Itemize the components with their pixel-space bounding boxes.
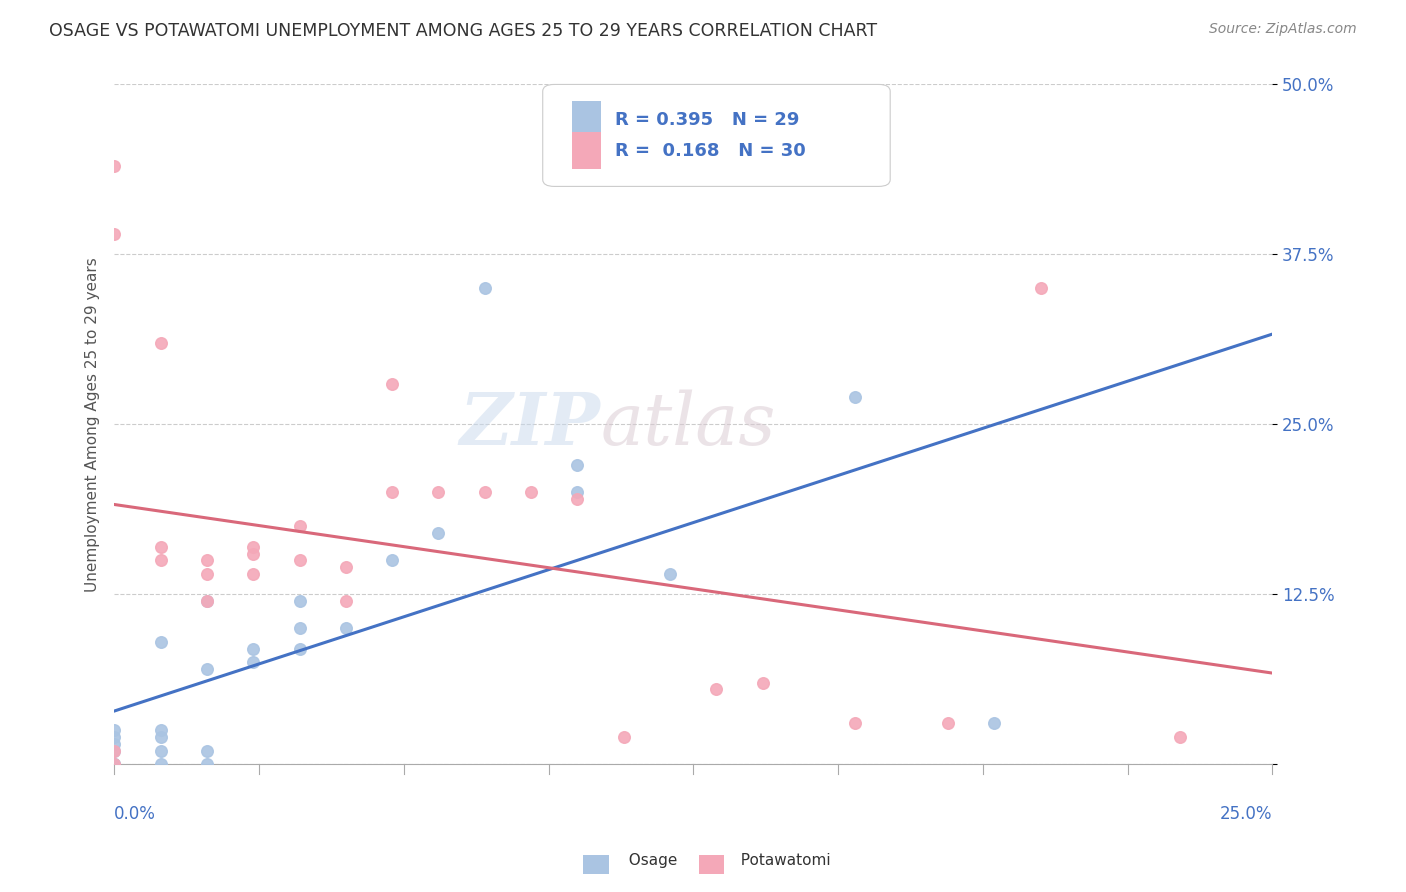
Point — [103, 757, 125, 772]
Point — [195, 594, 218, 608]
Text: ZIP: ZIP — [460, 389, 600, 460]
Point — [1029, 281, 1052, 295]
Point — [474, 281, 496, 295]
Point — [195, 744, 218, 758]
Point — [149, 730, 172, 744]
Point — [242, 540, 264, 554]
Point — [659, 566, 682, 581]
Point — [195, 553, 218, 567]
Point — [103, 744, 125, 758]
Point — [149, 723, 172, 738]
Text: Source: ZipAtlas.com: Source: ZipAtlas.com — [1209, 22, 1357, 37]
Point — [983, 716, 1005, 731]
Point — [195, 594, 218, 608]
Point — [103, 730, 125, 744]
Point — [103, 227, 125, 241]
Point — [242, 641, 264, 656]
Y-axis label: Unemployment Among Ages 25 to 29 years: Unemployment Among Ages 25 to 29 years — [86, 257, 100, 591]
Point — [288, 594, 311, 608]
Text: 25.0%: 25.0% — [1220, 805, 1272, 823]
Point — [242, 655, 264, 669]
Point — [149, 335, 172, 350]
Point — [195, 662, 218, 676]
Text: OSAGE VS POTAWATOMI UNEMPLOYMENT AMONG AGES 25 TO 29 YEARS CORRELATION CHART: OSAGE VS POTAWATOMI UNEMPLOYMENT AMONG A… — [49, 22, 877, 40]
Point — [567, 485, 589, 500]
Point — [427, 485, 450, 500]
Point — [288, 621, 311, 635]
Point — [335, 594, 357, 608]
FancyBboxPatch shape — [572, 102, 600, 139]
Point — [149, 540, 172, 554]
Text: Potawatomi: Potawatomi — [731, 854, 831, 868]
Point — [706, 682, 728, 697]
Point — [103, 723, 125, 738]
Point — [288, 553, 311, 567]
Point — [520, 485, 543, 500]
Point — [288, 519, 311, 533]
Point — [567, 492, 589, 507]
Point — [1168, 730, 1191, 744]
Text: Osage: Osage — [619, 854, 678, 868]
Point — [242, 566, 264, 581]
Text: R =  0.168   N = 30: R = 0.168 N = 30 — [614, 142, 806, 160]
Point — [103, 744, 125, 758]
Text: R = 0.395   N = 29: R = 0.395 N = 29 — [614, 112, 799, 129]
Point — [103, 159, 125, 173]
Point — [149, 635, 172, 649]
Point — [103, 757, 125, 772]
Point — [613, 730, 636, 744]
Point — [936, 716, 959, 731]
Point — [381, 553, 404, 567]
Point — [149, 757, 172, 772]
Point — [844, 716, 866, 731]
Point — [195, 757, 218, 772]
Point — [335, 560, 357, 574]
FancyBboxPatch shape — [572, 132, 600, 169]
Point — [242, 547, 264, 561]
Point — [844, 390, 866, 404]
Point — [149, 744, 172, 758]
Point — [381, 485, 404, 500]
Text: 0.0%: 0.0% — [114, 805, 156, 823]
Point — [103, 757, 125, 772]
Point — [288, 641, 311, 656]
Point — [335, 621, 357, 635]
Point — [567, 458, 589, 472]
Point — [381, 376, 404, 391]
FancyBboxPatch shape — [543, 85, 890, 186]
Point — [195, 566, 218, 581]
Point — [427, 526, 450, 541]
Point — [474, 485, 496, 500]
Text: atlas: atlas — [600, 389, 776, 459]
Point — [752, 675, 775, 690]
Point — [149, 553, 172, 567]
Point — [103, 737, 125, 751]
